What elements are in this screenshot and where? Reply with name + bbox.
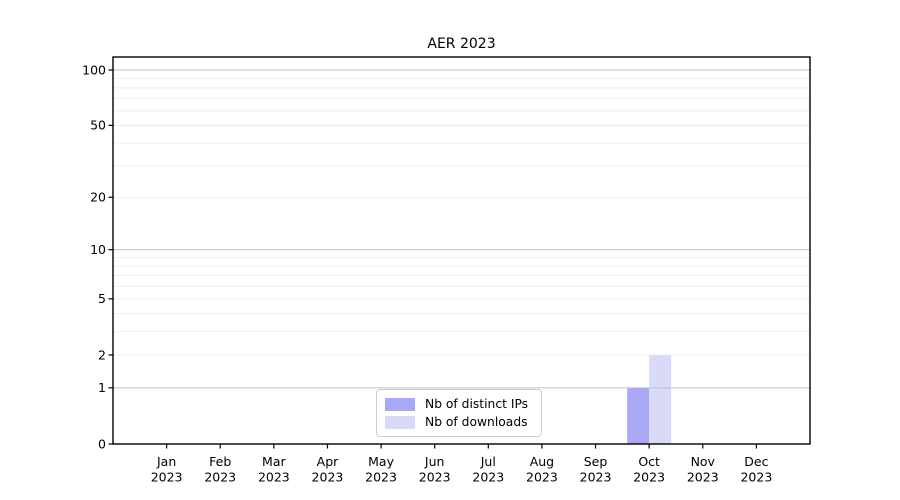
x-tick-label-year: 2023 — [526, 470, 558, 485]
bar-oct-series1 — [649, 354, 672, 444]
x-tick-label-month: Oct — [638, 454, 660, 469]
x-tick-label-month: May — [368, 454, 394, 469]
x-tick-label-month: Jun — [424, 454, 445, 469]
x-tick-label-year: 2023 — [151, 470, 183, 485]
x-tick-label-year: 2023 — [312, 470, 344, 485]
bar-oct-series0 — [627, 387, 650, 444]
legend-label-downloads: Nb of downloads — [425, 415, 528, 429]
x-tick-label-month: Aug — [530, 454, 554, 469]
legend-item-distinct-ips: Nb of distinct IPs — [385, 397, 533, 411]
legend: Nb of distinct IPs Nb of downloads — [376, 389, 542, 437]
x-tick-label-year: 2023 — [365, 470, 397, 485]
chart-title: AER 2023 — [427, 36, 496, 52]
x-tick-label-month: Sep — [584, 454, 608, 469]
plot-border — [112, 56, 811, 445]
x-tick-label-year: 2023 — [419, 470, 451, 485]
x-tick-label-month: Nov — [691, 454, 716, 469]
legend-item-downloads: Nb of downloads — [385, 415, 533, 429]
y-tick-label: 1 — [98, 380, 106, 395]
y-tick-label: 2 — [98, 347, 106, 362]
x-tick-label-year: 2023 — [204, 470, 236, 485]
x-tick-label-month: Feb — [209, 454, 231, 469]
x-tick-label-year: 2023 — [472, 470, 504, 485]
x-tick-label-year: 2023 — [580, 470, 612, 485]
y-tick-label: 100 — [82, 62, 106, 77]
legend-label-distinct-ips: Nb of distinct IPs — [425, 397, 529, 411]
y-tick-label: 20 — [90, 190, 106, 205]
y-tick-label: 5 — [98, 291, 106, 306]
x-tick-label-month: Dec — [744, 454, 768, 469]
x-tick-label-year: 2023 — [633, 470, 665, 485]
x-tick-label-month: Apr — [317, 454, 339, 469]
legend-swatch-downloads — [385, 415, 415, 429]
x-tick-label-year: 2023 — [740, 470, 772, 485]
x-tick-label-month: Mar — [262, 454, 286, 469]
x-tick-label-year: 2023 — [258, 470, 290, 485]
y-tick-label: 50 — [90, 118, 106, 133]
y-tick-label: 10 — [90, 242, 106, 257]
x-tick-label-month: Jan — [156, 454, 176, 469]
legend-swatch-distinct-ips — [385, 397, 415, 411]
y-tick-label: 0 — [98, 436, 106, 451]
x-tick-label-month: Jul — [480, 454, 496, 469]
x-tick-label-year: 2023 — [687, 470, 719, 485]
